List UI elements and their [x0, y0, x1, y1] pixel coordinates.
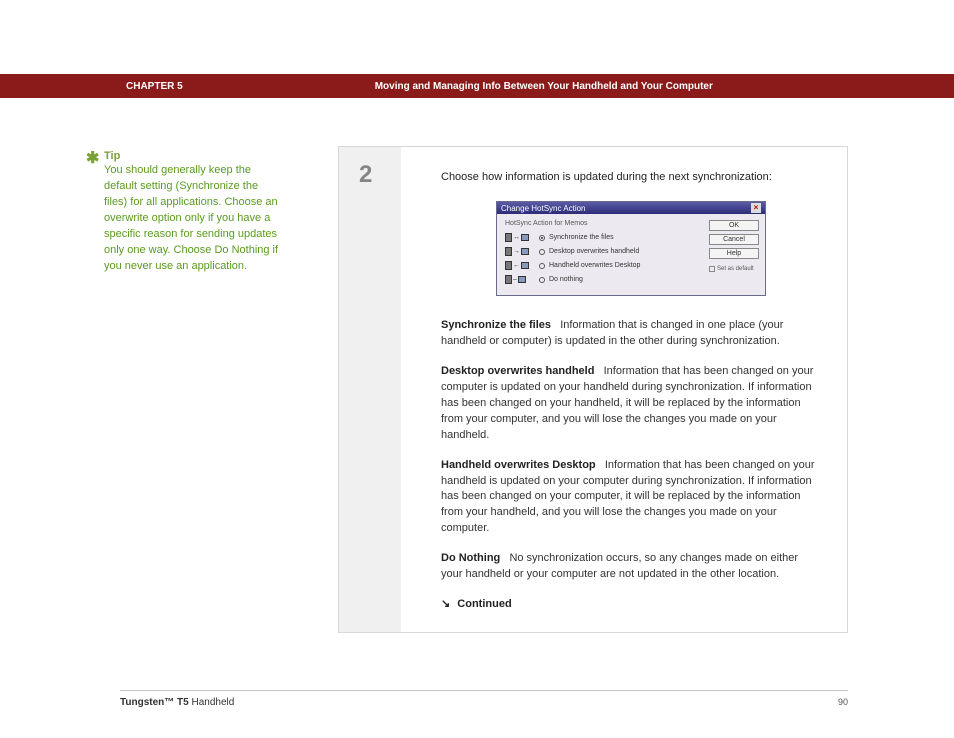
- radio-icon: [539, 249, 545, 255]
- sync-option-row[interactable]: → Desktop overwrites handheld: [505, 247, 703, 256]
- radio-icon: [539, 263, 545, 269]
- footer-product: Tungsten™ T5 Handheld: [120, 697, 234, 708]
- sync-direction-icon: ←: [505, 261, 539, 270]
- option-label: Desktop overwrites handheld: [549, 248, 639, 255]
- sync-direction-icon: →: [505, 247, 539, 256]
- set-default-checkbox[interactable]: Set as default: [709, 266, 759, 272]
- footer-product-rest: Handheld: [189, 697, 235, 708]
- footer-page-number: 90: [838, 697, 848, 707]
- step-number: 2: [359, 161, 372, 189]
- option-description: Handheld overwrites Desktop Information …: [441, 458, 821, 538]
- continued-label: Continued: [457, 598, 511, 610]
- tip-label: Tip: [104, 150, 280, 162]
- option-term: Handheld overwrites Desktop: [441, 459, 596, 471]
- continued-marker: ↘ Continued: [441, 597, 821, 610]
- sync-option-row[interactable]: ← Handheld overwrites Desktop: [505, 261, 703, 270]
- dialog-subhead: HotSync Action for Memos: [505, 220, 703, 227]
- sync-option-row[interactable]: – Do nothing: [505, 275, 703, 284]
- option-description: Desktop overwrites handheld Information …: [441, 364, 821, 444]
- sync-direction-icon: ↔: [505, 233, 539, 242]
- option-term: Synchronize the files: [441, 319, 551, 331]
- help-button[interactable]: Help: [709, 248, 759, 259]
- chapter-title: Moving and Managing Info Between Your Ha…: [375, 81, 713, 92]
- step-instruction: Choose how information is updated during…: [441, 171, 821, 183]
- dialog-title: Change HotSync Action: [501, 204, 586, 213]
- close-icon[interactable]: ×: [751, 203, 761, 213]
- dialog-titlebar: Change HotSync Action ×: [497, 202, 765, 214]
- footer-rule: [120, 690, 848, 691]
- chapter-header: CHAPTER 5 Moving and Managing Info Betwe…: [0, 74, 954, 98]
- tip-body: You should generally keep the default se…: [104, 163, 280, 275]
- footer-product-bold: Tungsten™ T5: [120, 697, 189, 708]
- option-label: Do nothing: [549, 276, 583, 283]
- sync-option-row[interactable]: ↔ Synchronize the files: [505, 233, 703, 242]
- option-description: Do Nothing No synchronization occurs, so…: [441, 551, 821, 583]
- hotsync-dialog: Change HotSync Action × HotSync Action f…: [496, 201, 766, 296]
- radio-icon: [539, 277, 545, 283]
- checkbox-icon: [709, 266, 715, 272]
- radio-icon: [539, 235, 545, 241]
- sync-direction-icon: –: [505, 275, 539, 284]
- option-label: Handheld overwrites Desktop: [549, 262, 640, 269]
- option-label: Synchronize the files: [549, 234, 614, 241]
- chapter-label: CHAPTER 5: [126, 81, 183, 92]
- ok-button[interactable]: OK: [709, 220, 759, 231]
- tip-sidebar: ✱ Tip You should generally keep the defa…: [104, 150, 280, 275]
- option-term: Desktop overwrites handheld: [441, 365, 594, 377]
- step-panel: 2 Choose how information is updated duri…: [338, 146, 848, 633]
- asterisk-icon: ✱: [86, 148, 99, 168]
- checkbox-label: Set as default: [717, 266, 754, 272]
- step-number-bar: [339, 147, 401, 632]
- option-description: Synchronize the files Information that i…: [441, 318, 821, 350]
- continued-arrow-icon: ↘: [441, 597, 450, 610]
- cancel-button[interactable]: Cancel: [709, 234, 759, 245]
- option-term: Do Nothing: [441, 552, 500, 564]
